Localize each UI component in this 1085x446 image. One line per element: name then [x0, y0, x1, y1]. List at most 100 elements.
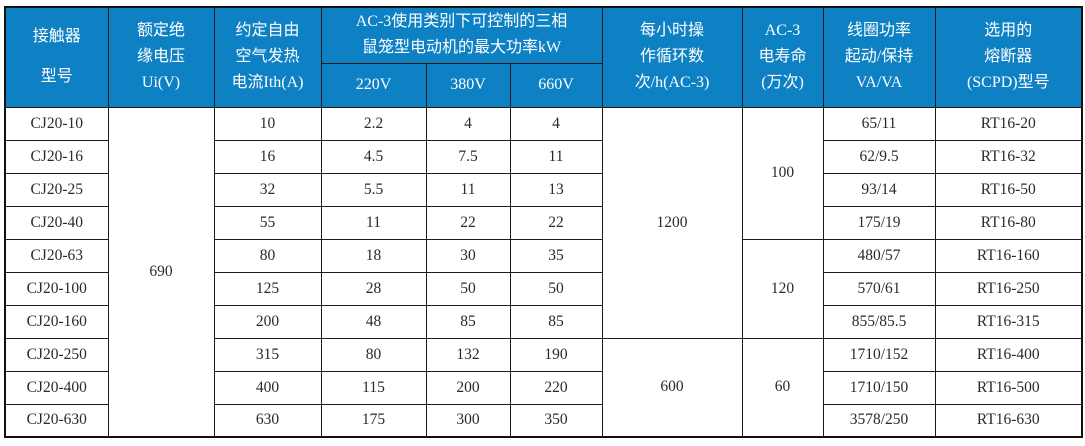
cell-kw220: 80	[320, 337, 427, 372]
header-line: 线圈功率	[847, 22, 912, 40]
cell-coil: 855/85.5	[822, 304, 936, 339]
cell-fuse: RT16-400	[934, 337, 1083, 372]
header-line: (万次)	[761, 74, 804, 92]
header-line: 电寿命	[758, 48, 807, 66]
header-operating-cycles: 每小时操 作循环数 次/h(AC-3)	[601, 6, 743, 108]
cell-model: CJ20-630	[4, 403, 109, 438]
table-row: CJ20-25 32 5.5 11 13 93/14 RT16-50	[4, 172, 1083, 207]
header-line: 缘电压	[136, 48, 185, 66]
cell-model: CJ20-25	[4, 172, 109, 207]
cell-cycles-merged: 600	[601, 337, 743, 438]
cell-kw660: 13	[509, 172, 603, 207]
cell-kw660: 4	[509, 106, 603, 141]
cell-kw380: 30	[425, 238, 511, 273]
cell-kw660: 35	[509, 238, 603, 273]
header-rated-insulation-voltage: 额定绝 缘电压 Ui(V)	[107, 6, 215, 108]
header-fuse-model: 选用的 熔断器 (SCPD)型号	[934, 6, 1083, 108]
header-line: (SCPD)型号	[966, 74, 1050, 92]
table-row: CJ20-10 690 10 2.2 4 4 1200 100 65/11 RT…	[4, 106, 1083, 438]
header-kw-660v: 660V	[509, 62, 603, 108]
table-row: CJ20-63 80 18 30 35 120 480/57 RT16-160	[4, 238, 1083, 339]
table-row: CJ20-250 315 80 132 190 600 60 1710/152 …	[4, 337, 1083, 438]
contactor-spec-table: 接触器 型号 额定绝 缘电压 Ui(V) 约定自由 空气发热 电流Ith(A) …	[4, 6, 1084, 438]
cell-fuse: RT16-20	[934, 106, 1083, 141]
cell-kw380: 50	[425, 271, 511, 306]
header-electrical-life: AC-3 电寿命 (万次)	[741, 6, 824, 108]
header-coil-power: 线圈功率 起动/保持 VA/VA	[822, 6, 936, 108]
table-row: CJ20-100 125 28 50 50 570/61 RT16-250	[4, 271, 1083, 306]
cell-kw380: 300	[425, 403, 511, 438]
cell-fuse: RT16-250	[934, 271, 1083, 306]
header-line: 熔断器	[984, 48, 1033, 66]
cell-kw220: 115	[320, 370, 427, 405]
header-line: 每小时操	[640, 22, 705, 40]
cell-ith: 16	[213, 139, 322, 174]
cell-model: CJ20-100	[4, 271, 109, 306]
cell-kw660: 11	[509, 139, 603, 174]
table-row: CJ20-630 630 175 300 350 3578/250 RT16-6…	[4, 403, 1083, 438]
cell-kw220: 2.2	[320, 106, 427, 141]
cell-kw660: 85	[509, 304, 603, 339]
header-kw-380v: 380V	[425, 62, 511, 108]
cell-ith: 125	[213, 271, 322, 306]
header-line: AC-3	[764, 22, 801, 40]
cell-coil: 480/57	[822, 238, 936, 273]
header-thermal-current: 约定自由 空气发热 电流Ith(A)	[213, 6, 322, 108]
cell-kw380: 22	[425, 205, 511, 240]
cell-fuse: RT16-315	[934, 304, 1083, 339]
table-row: CJ20-400 400 115 200 220 1710/150 RT16-5…	[4, 370, 1083, 405]
header-line: 电流Ith(A)	[231, 74, 304, 92]
cell-coil: 62/9.5	[822, 139, 936, 174]
cell-model: CJ20-40	[4, 205, 109, 240]
cell-fuse: RT16-500	[934, 370, 1083, 405]
header-contactor-model: 接触器 型号	[4, 6, 109, 108]
cell-kw660: 50	[509, 271, 603, 306]
cell-coil: 3578/250	[822, 403, 936, 438]
cell-life-merged: 60	[741, 337, 824, 438]
cell-kw380: 132	[425, 337, 511, 372]
cell-ith: 315	[213, 337, 322, 372]
cell-kw660: 350	[509, 403, 603, 438]
cell-life-merged: 100	[741, 106, 824, 240]
cell-kw380: 200	[425, 370, 511, 405]
header-line: 选用的	[984, 22, 1033, 40]
cell-fuse: RT16-160	[934, 238, 1083, 273]
header-line: 约定自由	[235, 22, 300, 40]
cell-ith: 630	[213, 403, 322, 438]
cell-ith: 400	[213, 370, 322, 405]
cell-model: CJ20-16	[4, 139, 109, 174]
cell-kw220: 5.5	[320, 172, 427, 207]
cell-kw380: 4	[425, 106, 511, 141]
header-line: 起动/保持	[844, 48, 914, 66]
header-row-sub: 220V 380V 660V	[5, 62, 1082, 108]
header-line: 次/h(AC-3)	[634, 74, 710, 92]
cell-model: CJ20-160	[4, 304, 109, 339]
header-line: 接触器	[32, 28, 81, 46]
cell-coil: 1710/150	[822, 370, 936, 405]
cell-kw220: 18	[320, 238, 427, 273]
header-row-top: 接触器 型号 额定绝 缘电压 Ui(V) 约定自由 空气发热 电流Ith(A) …	[4, 6, 1083, 108]
header-line: 鼠笼型电动机的最大功率kW	[361, 39, 562, 57]
cell-kw220: 4.5	[320, 139, 427, 174]
cell-cycles-merged: 1200	[601, 106, 743, 339]
cell-model: CJ20-400	[4, 370, 109, 405]
cell-kw220: 175	[320, 403, 427, 438]
cell-coil: 93/14	[822, 172, 936, 207]
cell-ith: 80	[213, 238, 322, 273]
cell-kw380: 7.5	[425, 139, 511, 174]
cell-fuse: RT16-630	[934, 403, 1083, 438]
header-line: VA/VA	[855, 74, 903, 92]
cell-ith: 200	[213, 304, 322, 339]
cell-life-merged: 120	[741, 238, 824, 339]
cell-coil: 1710/152	[822, 337, 936, 372]
header-line: 额定绝	[136, 22, 185, 40]
table-row: CJ20-16 16 4.5 7.5 11 62/9.5 RT16-32	[4, 139, 1083, 174]
cell-fuse: RT16-50	[934, 172, 1083, 207]
header-kw-group: AC-3使用类别下可控制的三相 鼠笼型电动机的最大功率kW	[320, 6, 603, 64]
cell-kw220: 48	[320, 304, 427, 339]
table-row: CJ20-40 55 11 22 22 175/19 RT16-80	[4, 205, 1083, 240]
cell-kw660: 22	[509, 205, 603, 240]
cell-fuse: RT16-32	[934, 139, 1083, 174]
cell-kw380: 11	[425, 172, 511, 207]
cell-ui-merged: 690	[107, 106, 215, 438]
